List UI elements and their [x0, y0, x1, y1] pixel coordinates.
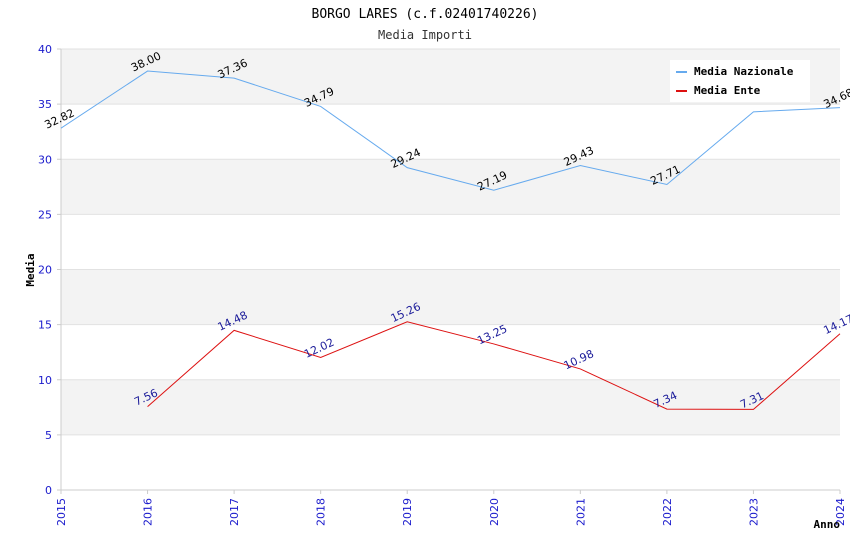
- y-tick-label: 5: [45, 429, 52, 442]
- x-tick-label: 2017: [228, 498, 241, 526]
- y-tick-label: 20: [38, 264, 52, 277]
- chart-subtitle: Media Importi: [378, 28, 472, 42]
- y-tick-label: 40: [38, 43, 52, 56]
- x-tick-labels: 2015 2016 2017 2018 2019 2020 2021 2022 2023 2024: [55, 498, 847, 526]
- x-tick-label: 2023: [747, 498, 760, 526]
- axes: [57, 48, 841, 494]
- x-tick-label: 2024: [834, 498, 847, 526]
- x-tick-label: 2022: [661, 498, 674, 526]
- y-tick-label: 35: [38, 98, 52, 111]
- y-axis-title: Media: [24, 253, 37, 286]
- series-line-0: [60, 70, 841, 191]
- grid-band: [61, 159, 840, 215]
- grid-band: [61, 269, 840, 325]
- plot-background-bands: [61, 49, 840, 435]
- y-tick-label: 25: [38, 208, 52, 221]
- series-lines: [60, 70, 841, 410]
- x-tick-label: 2015: [55, 498, 68, 526]
- y-tick-label: 30: [38, 153, 52, 166]
- legend-box: [670, 60, 810, 102]
- y-tick-labels: 0 5 10 15 20 25 30 35 40: [38, 43, 52, 497]
- legend: Media Nazionale Media Ente: [670, 60, 810, 102]
- x-tick-label: 2018: [315, 498, 328, 526]
- x-tick-label: 2020: [488, 498, 501, 526]
- x-tick-label: 2021: [574, 498, 587, 526]
- x-axis-title: Anno: [814, 518, 841, 531]
- y-tick-label: 0: [45, 484, 52, 497]
- grid-band: [61, 379, 840, 435]
- legend-label-nazionale: Media Nazionale: [694, 65, 794, 78]
- series-line-1: [147, 321, 841, 410]
- chart-title: BORGO LARES (c.f.02401740226): [312, 7, 539, 22]
- grid-lines: [61, 48, 840, 436]
- legend-label-ente: Media Ente: [694, 84, 761, 97]
- y-tick-label: 10: [38, 374, 52, 387]
- x-tick-label: 2019: [401, 498, 414, 526]
- x-tick-label: 2016: [142, 498, 155, 526]
- y-tick-label: 15: [38, 319, 52, 332]
